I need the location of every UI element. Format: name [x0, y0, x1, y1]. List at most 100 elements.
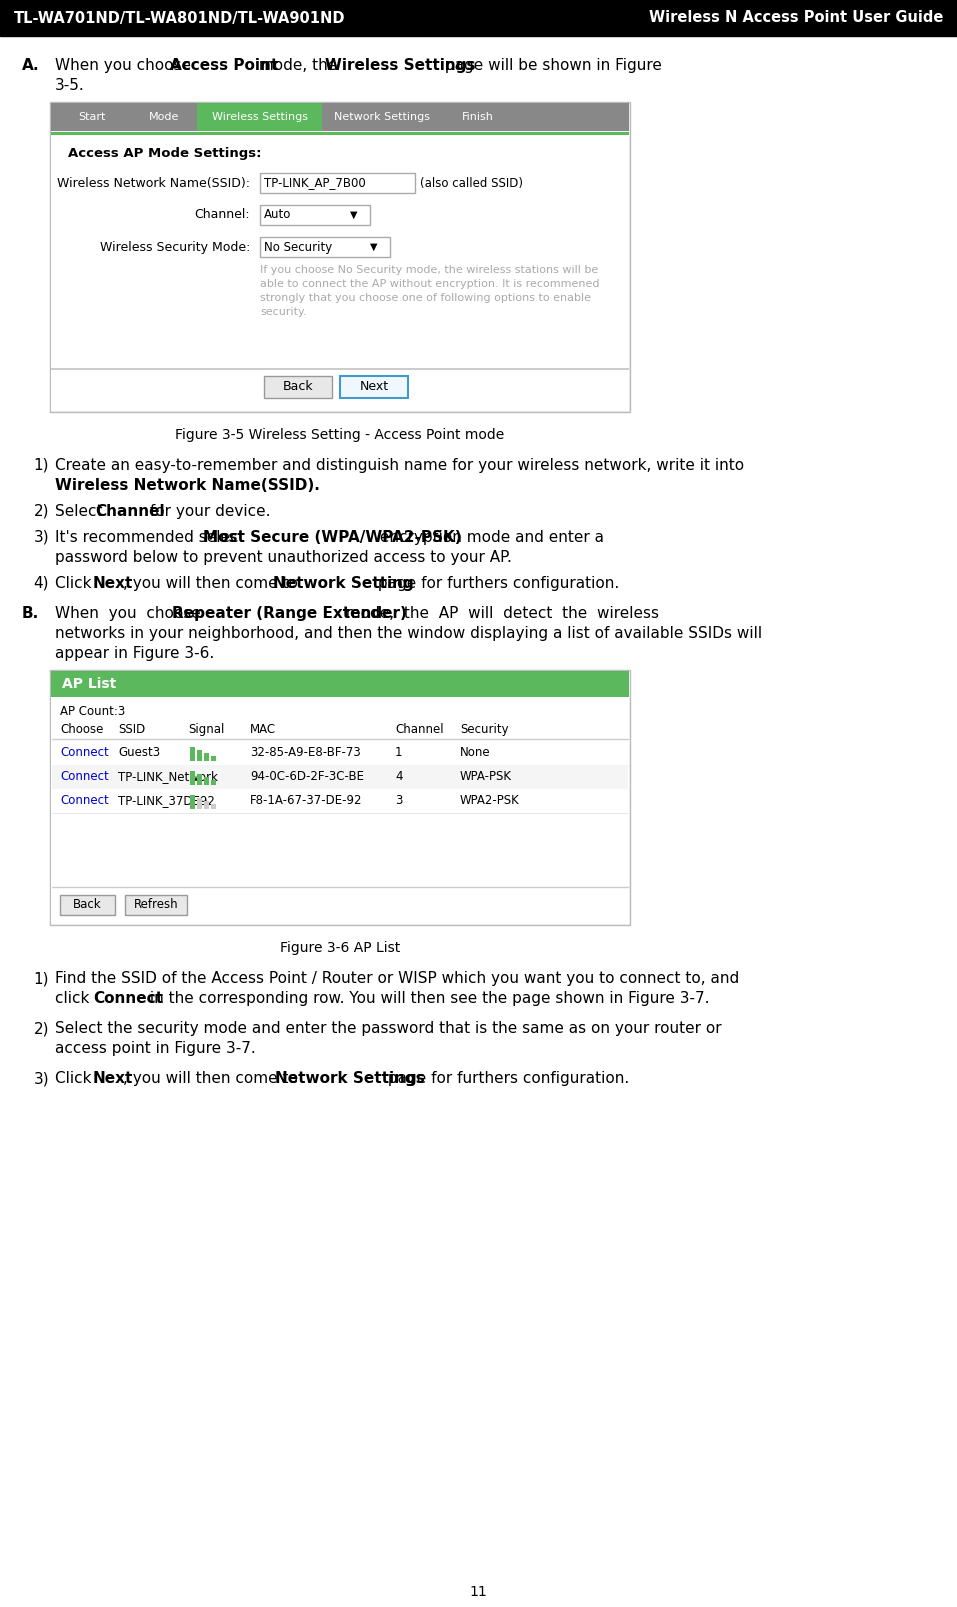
Bar	[442, 103, 514, 132]
Text: Connect: Connect	[60, 770, 109, 784]
Text: in the corresponding row. You will then see the page shown in Figure 3-7.: in the corresponding row. You will then …	[145, 992, 709, 1006]
Text: Channel: Channel	[95, 505, 165, 519]
Text: page will be shown in Figure: page will be shown in Figure	[440, 58, 662, 72]
Text: Choose: Choose	[60, 723, 103, 736]
Bar	[52, 765, 628, 789]
Text: AP Count:3: AP Count:3	[60, 705, 125, 718]
Text: appear in Figure 3-6.: appear in Figure 3-6.	[55, 646, 214, 660]
Text: 32-85-A9-E8-BF-73: 32-85-A9-E8-BF-73	[250, 747, 361, 760]
Bar	[340, 376, 408, 399]
Bar	[0, 0, 430, 35]
Text: 1): 1)	[33, 458, 49, 472]
Text: Network Setting: Network Setting	[273, 575, 413, 591]
Text: If you choose No Security mode, the wireless stations will be
able to connect th: If you choose No Security mode, the wire…	[260, 265, 599, 317]
Text: 4): 4)	[33, 575, 49, 591]
Bar	[51, 697, 629, 924]
Bar	[197, 103, 322, 132]
Text: Channel:: Channel:	[194, 209, 250, 222]
Bar	[51, 368, 629, 370]
Text: Wireless Security Mode:: Wireless Security Mode:	[100, 241, 250, 254]
Text: None: None	[460, 747, 491, 760]
Text: Start: Start	[78, 112, 105, 122]
Text: encryption mode and enter a: encryption mode and enter a	[375, 530, 604, 545]
Bar	[52, 741, 628, 765]
Text: 4: 4	[395, 770, 403, 784]
Text: Wireless Network Name(SSID):: Wireless Network Name(SSID):	[57, 177, 250, 190]
Text: password below to prevent unauthorized access to your AP.: password below to prevent unauthorized a…	[55, 550, 512, 566]
Text: 3): 3)	[33, 530, 49, 545]
Text: ▼: ▼	[370, 243, 377, 252]
Bar	[190, 771, 195, 784]
Text: Connect: Connect	[60, 747, 109, 760]
Text: page for furthers configuration.: page for furthers configuration.	[373, 575, 619, 591]
Text: TP-LINK_37DE92: TP-LINK_37DE92	[118, 794, 215, 807]
Bar	[51, 103, 629, 132]
Text: Network Settings: Network Settings	[275, 1070, 425, 1086]
Text: Repeater (Range Extender): Repeater (Range Extender)	[172, 606, 407, 620]
Text: 11: 11	[470, 1585, 487, 1599]
Text: Channel: Channel	[395, 723, 444, 736]
Text: Next: Next	[93, 1070, 133, 1086]
Text: WPA2-PSK: WPA2-PSK	[460, 794, 520, 807]
Text: Wireless N Access Point User Guide: Wireless N Access Point User Guide	[649, 11, 943, 26]
Bar	[197, 775, 202, 784]
Bar	[52, 103, 132, 132]
Bar	[125, 895, 187, 914]
Bar	[190, 747, 195, 762]
Text: Most Secure (WPA/WPA2-PSK): Most Secure (WPA/WPA2-PSK)	[203, 530, 461, 545]
Bar	[260, 236, 390, 257]
Bar	[264, 376, 332, 399]
Text: Wireless Network Name(SSID).: Wireless Network Name(SSID).	[55, 477, 320, 493]
Text: Access Point: Access Point	[170, 58, 278, 72]
Text: networks in your neighborhood, and then the window displaying a list of availabl: networks in your neighborhood, and then …	[55, 627, 762, 641]
Bar	[197, 799, 202, 808]
Text: MAC: MAC	[250, 723, 277, 736]
Text: page for furthers configuration.: page for furthers configuration.	[383, 1070, 630, 1086]
Bar	[60, 895, 115, 914]
Text: Wireless Settings: Wireless Settings	[211, 112, 307, 122]
Text: Figure 3-6 AP List: Figure 3-6 AP List	[279, 942, 400, 955]
Bar	[132, 103, 197, 132]
Bar	[211, 755, 216, 762]
Text: No Security: No Security	[264, 241, 332, 254]
Text: Figure 3-5 Wireless Setting - Access Point mode: Figure 3-5 Wireless Setting - Access Poi…	[175, 427, 504, 442]
Text: ▼: ▼	[350, 211, 358, 220]
Text: Click: Click	[55, 1070, 97, 1086]
Bar	[322, 103, 442, 132]
Bar	[204, 754, 209, 762]
Text: Select the security mode and enter the password that is the same as on your rout: Select the security mode and enter the p…	[55, 1020, 722, 1037]
Text: F8-1A-67-37-DE-92: F8-1A-67-37-DE-92	[250, 794, 363, 807]
Bar	[190, 795, 195, 808]
Text: Connect: Connect	[60, 794, 109, 807]
Text: Next: Next	[93, 575, 133, 591]
Bar	[50, 670, 630, 926]
Text: Wireless Settings: Wireless Settings	[325, 58, 476, 72]
Text: Security: Security	[460, 723, 508, 736]
Text: Create an easy-to-remember and distinguish name for your wireless network, write: Create an easy-to-remember and distingui…	[55, 458, 745, 472]
Bar	[260, 174, 415, 193]
Text: 2): 2)	[33, 1020, 49, 1037]
Text: B.: B.	[22, 606, 39, 620]
Bar	[260, 206, 370, 225]
Text: access point in Figure 3-7.: access point in Figure 3-7.	[55, 1041, 256, 1056]
Text: mode,  the  AP  will  detect  the  wireless: mode, the AP will detect the wireless	[336, 606, 659, 620]
Text: Signal: Signal	[188, 723, 224, 736]
Text: A.: A.	[22, 58, 39, 72]
Text: TP-LINK_AP_7B00: TP-LINK_AP_7B00	[264, 177, 366, 190]
Bar	[197, 750, 202, 762]
Text: (also called SSID): (also called SSID)	[420, 177, 523, 190]
Text: 3): 3)	[33, 1070, 49, 1086]
Text: SSID: SSID	[118, 723, 145, 736]
Text: mode, the: mode, the	[254, 58, 342, 72]
Text: 3: 3	[395, 794, 402, 807]
Text: It's recommended select: It's recommended select	[55, 530, 250, 545]
Text: Back: Back	[73, 898, 101, 911]
Text: , you will then come to: , you will then come to	[123, 575, 302, 591]
Text: AP List: AP List	[62, 677, 116, 691]
Text: Click: Click	[55, 575, 97, 591]
Bar	[51, 672, 629, 697]
Text: Next: Next	[360, 381, 389, 394]
Text: for your device.: for your device.	[145, 505, 271, 519]
Text: Guest3: Guest3	[118, 747, 160, 760]
Text: 94-0C-6D-2F-3C-BE: 94-0C-6D-2F-3C-BE	[250, 770, 364, 784]
